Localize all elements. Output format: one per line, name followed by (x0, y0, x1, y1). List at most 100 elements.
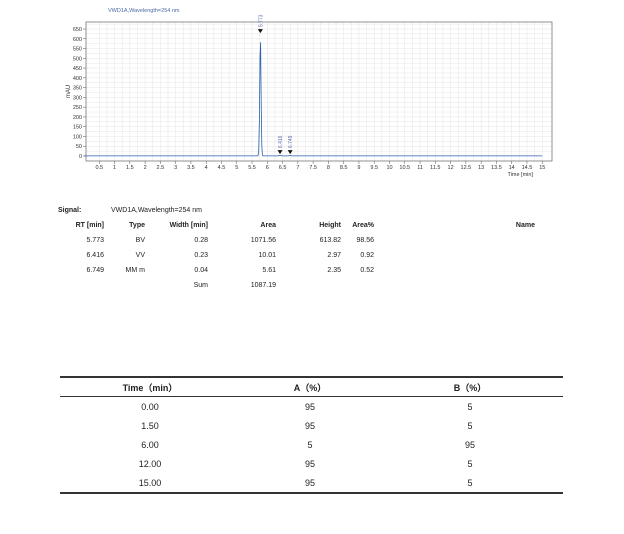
table-cell: 5 (307, 439, 313, 450)
report-cell: VV (135, 252, 145, 259)
table-cell: 95 (304, 477, 315, 488)
sum-value: 1087.19 (250, 282, 276, 289)
report-cell: 0.04 (194, 267, 208, 274)
x-tick-label: 7 (296, 165, 299, 171)
y-tick-label: 650 (73, 27, 82, 33)
chart-title: VWD1A,Wavelength=254 nm (108, 8, 180, 14)
x-tick-label: 10 (386, 165, 392, 171)
report-cell: 5.61 (262, 267, 276, 274)
table-row: 0.00 95 5 (60, 397, 563, 416)
report-header: Width [min] (169, 222, 208, 229)
table-cell: 5 (467, 477, 473, 488)
x-tick-label: 6 (266, 165, 269, 171)
table-cell: 12.00 (138, 458, 162, 469)
chromatogram-trace (84, 42, 543, 157)
y-tick-label: 0 (79, 154, 82, 160)
report-cell: MM m (125, 267, 145, 274)
report-cell: 2.97 (327, 252, 341, 259)
x-tick-label: 7.5 (309, 165, 317, 171)
x-tick-label: 11 (417, 165, 423, 171)
report-header: RT [min] (75, 222, 104, 229)
y-tick-label: 500 (73, 56, 82, 62)
x-tick-label: 2.5 (157, 165, 165, 171)
report-cell: 10.01 (258, 252, 276, 259)
x-tick-label: 14.5 (522, 165, 533, 171)
x-tick-label: 2 (144, 165, 147, 171)
report-cell: 2.35 (327, 267, 341, 274)
table-cell: 5 (467, 401, 473, 412)
x-tick-label: 13 (478, 165, 484, 171)
table-cell: 95 (464, 439, 475, 450)
x-tick-label: 11.5 (430, 165, 440, 171)
table-cell: 95 (304, 401, 315, 412)
x-tick-label: 0.5 (95, 165, 103, 171)
gradient-header-row: Time（min） A（%） B（%） (60, 378, 563, 397)
table-cell: 95 (304, 420, 315, 431)
table-row: 15.00 95 5 (60, 473, 563, 492)
report-cell: 5.773 (86, 237, 104, 244)
x-tick-label: 15 (539, 165, 545, 171)
report-header: Area% (352, 222, 374, 229)
x-tick-label: 12 (448, 165, 454, 171)
y-tick-label: 450 (73, 66, 82, 72)
header-time: Time（min） (122, 382, 178, 393)
report-cell: BV (135, 237, 145, 244)
report-header: Name (515, 222, 535, 229)
report-cell: 0.28 (194, 237, 208, 244)
peak-label: 6.749 (288, 135, 294, 148)
table-cell: 95 (304, 458, 315, 469)
peak-label: 5.773 (258, 14, 264, 27)
report-cell: 0.92 (360, 252, 374, 259)
plot-frame (85, 21, 553, 162)
y-tick-label: 300 (73, 95, 82, 101)
y-tick-label: 50 (76, 144, 82, 150)
table-cell: 0.00 (141, 401, 159, 412)
y-axis-label: mAU (66, 85, 72, 98)
x-tick-label: 14 (509, 165, 515, 171)
y-tick-label: 200 (73, 115, 82, 121)
table-cell: 1.50 (141, 420, 159, 431)
y-tick-label: 550 (73, 47, 82, 53)
report-header: Type (129, 222, 145, 229)
y-tick-label: 350 (73, 86, 82, 92)
report-cell: 6.749 (86, 267, 104, 274)
x-tick-label: 9 (357, 165, 360, 171)
table-cell: 5 (467, 458, 473, 469)
header-b: B（%） (453, 382, 487, 393)
x-tick-label: 8.5 (340, 165, 348, 171)
sum-label: Sum (193, 282, 208, 289)
y-tick-label: 150 (73, 125, 82, 131)
y-tick-label: 400 (73, 76, 82, 82)
peak-marker (287, 150, 293, 155)
x-tick-label: 10.5 (399, 165, 410, 171)
x-tick-label: 4.5 (218, 165, 226, 171)
x-tick-label: 5.5 (248, 165, 256, 171)
signal-label: Signal: (58, 207, 82, 214)
x-tick-label: 5 (235, 165, 238, 171)
header-a: A（%） (293, 382, 327, 393)
report-header: Area (260, 222, 276, 229)
gradient-table: Time（min） A（%） B（%） 0.00 95 5 1.50 95 5 6.00 5 9… (60, 376, 563, 494)
x-tick-label: 12.5 (461, 165, 472, 171)
chromatogram-chart: 0 50 100 150 200 250 300 350 400 450 500 550 600 650 0… (66, 8, 553, 178)
y-tick-label: 100 (73, 134, 82, 140)
x-tick-label: 1 (113, 165, 116, 171)
table-row: 12.00 95 5 (60, 454, 563, 473)
table-cell: 5 (467, 420, 473, 431)
x-tick-label: 13.5 (491, 165, 502, 171)
table-row: 1.50 95 5 (60, 416, 563, 435)
report-cell: 0.23 (194, 252, 208, 259)
report-cell: 0.52 (360, 267, 374, 274)
report-header: Height (319, 222, 341, 229)
x-tick-label: 8 (327, 165, 330, 171)
x-tick-label: 3 (174, 165, 177, 171)
report-cell: 613.82 (319, 237, 341, 244)
x-tick-label: 6.5 (279, 165, 287, 171)
y-tick-label: 250 (73, 105, 82, 111)
table-cell: 15.00 (138, 477, 162, 488)
x-tick-label: 9.5 (370, 165, 378, 171)
x-tick-label: 3.5 (187, 165, 195, 171)
x-tick-label: 1.5 (126, 165, 134, 171)
report-cell: 98.56 (356, 237, 374, 244)
x-tick-label: 4 (205, 165, 208, 171)
